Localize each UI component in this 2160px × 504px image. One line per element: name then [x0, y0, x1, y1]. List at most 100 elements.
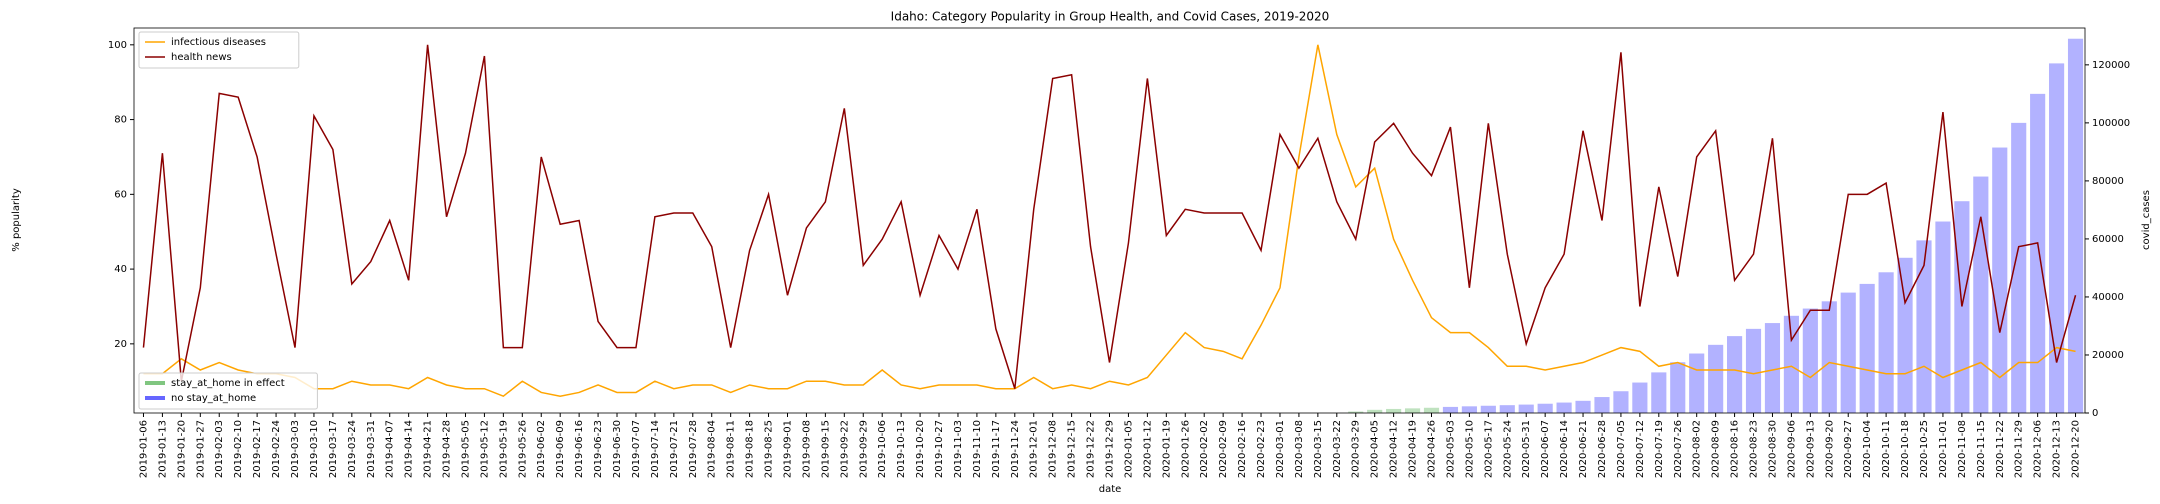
bar [1367, 409, 1383, 413]
x-tick-label: 2020-07-19 [1654, 420, 1665, 478]
y2-tick-label: 0 [2092, 408, 2098, 419]
bar [1783, 315, 1799, 413]
legend: infectious diseases health news [138, 31, 300, 69]
x-tick-label: 2020-11-22 [1995, 420, 2006, 478]
x-tick-label: 2019-04-21 [423, 420, 434, 478]
legend-box [138, 31, 300, 69]
x-tick-label: 2019-04-14 [404, 420, 415, 478]
x-tick-label: 2020-04-12 [1389, 420, 1400, 478]
y2-tick-label: 20000 [2092, 350, 2124, 361]
x-tick-label: 2020-10-04 [1862, 420, 1873, 478]
x-tick-label: 2020-05-24 [1502, 420, 1513, 478]
x-tick-label: 2019-02-17 [252, 420, 263, 478]
y-tick-label: 60 [114, 189, 127, 200]
x-tick-label: 2019-11-10 [972, 420, 983, 478]
x-tick-label: 2019-08-11 [726, 420, 737, 478]
bar [1480, 405, 1496, 413]
x-tick-label: 2019-07-14 [650, 420, 661, 478]
bar [1689, 353, 1705, 413]
x-axis-label: date [1099, 484, 1122, 495]
x-tick-label: 2019-09-15 [820, 420, 831, 478]
x-tick-label: 2020-12-20 [2071, 420, 2082, 478]
x-tick-label: 2019-01-20 [176, 420, 187, 478]
x-tick-label: 2020-08-30 [1767, 420, 1778, 478]
line [142, 44, 2077, 389]
x-tick-label: 2019-03-10 [309, 420, 320, 478]
y2-axis-label: covid_cases [2141, 190, 2152, 250]
x-tick-label: 2019-09-01 [782, 420, 793, 478]
x-tick-label: 2019-11-03 [953, 420, 964, 478]
bar [1632, 382, 1648, 413]
chart-title: Idaho: Category Popularity in Group Heal… [891, 10, 1330, 24]
x-tick-label: 2019-06-02 [536, 420, 547, 478]
x-tick-label: 2019-10-20 [915, 420, 926, 478]
x-tick-label: 2020-08-09 [1711, 420, 1722, 478]
bar [1423, 407, 1440, 413]
x-tick-label: 2019-09-22 [839, 420, 850, 478]
x-tick-label: 2019-01-06 [138, 420, 149, 478]
bar [1859, 283, 1875, 413]
x-tick-label: 2020-05-31 [1521, 420, 1532, 478]
x-tick-label: 2020-08-16 [1730, 420, 1741, 478]
bar [1992, 147, 2008, 413]
x-tick-label: 2020-06-14 [1559, 420, 1570, 478]
y2-tick-label: 120000 [2092, 60, 2130, 71]
bar [2049, 63, 2065, 413]
x-tick-label: 2020-12-13 [2052, 420, 2063, 478]
bar [2011, 122, 2027, 414]
x-tick-label: 2020-03-01 [1275, 420, 1286, 478]
x-tick-label: 2019-07-21 [669, 420, 680, 478]
x-tick-label: 2019-05-19 [498, 420, 509, 478]
bar [1708, 344, 1724, 413]
bar [1537, 403, 1553, 413]
x-tick-label: 2020-04-19 [1408, 420, 1419, 478]
legend-label: no stay_at_home [171, 393, 256, 404]
x-tick-label: 2019-03-24 [347, 420, 358, 478]
x-tick-label: 2019-09-08 [801, 420, 812, 478]
x-tick-label: 2020-01-26 [1180, 420, 1191, 478]
bar [1821, 301, 1837, 413]
x-tick-label: 2019-03-03 [290, 420, 301, 478]
x-tick-label: 2020-03-29 [1351, 420, 1362, 478]
x-tick-label: 2020-07-26 [1673, 420, 1684, 478]
bar [1348, 411, 1364, 413]
x-tick-label: 2019-02-03 [214, 420, 225, 478]
y-tick-label: 20 [114, 339, 127, 350]
x-tick-label: 2020-01-05 [1123, 420, 1134, 478]
bar [1878, 272, 1894, 413]
bar [1499, 405, 1515, 413]
x-tick-label: 2020-09-20 [1824, 420, 1835, 478]
x-tick-label: 2019-04-07 [385, 420, 396, 478]
x-tick-label: 2019-08-04 [707, 420, 718, 478]
x-tick-label: 2019-05-12 [479, 420, 490, 478]
y2-tick-label: 60000 [2092, 234, 2124, 245]
x-tick-label: 2020-01-19 [1161, 420, 1172, 478]
x-tick-label: 2019-06-23 [593, 420, 604, 478]
x-tick-label: 2020-03-15 [1313, 420, 1324, 478]
legend: stay_at_home in effect no stay_at_home [138, 372, 318, 410]
bar [1764, 323, 1781, 413]
bar [1518, 404, 1534, 413]
x-tick-label: 2020-08-23 [1749, 420, 1760, 478]
bar [1442, 406, 1459, 413]
bar [1594, 397, 1610, 413]
line [143, 44, 2076, 398]
bar [1916, 240, 1932, 413]
x-tick-label: 2019-12-22 [1086, 420, 1097, 478]
x-tick-label: 2020-02-16 [1237, 420, 1248, 478]
y-tick-label: 100 [108, 40, 127, 51]
x-tick-label: 2019-02-24 [271, 420, 282, 478]
bar [1897, 257, 1913, 413]
bar [1613, 391, 1629, 413]
x-tick-label: 2019-01-13 [157, 420, 168, 478]
x-tick-label: 2019-10-13 [896, 420, 907, 478]
x-tick-label: 2020-04-26 [1427, 420, 1438, 478]
bar [1404, 408, 1421, 413]
x-tick-label: 2020-02-09 [1218, 420, 1229, 478]
x-tick-label: 2020-07-12 [1635, 420, 1646, 478]
bar [1461, 406, 1477, 413]
legend-label: infectious diseases [171, 37, 266, 48]
x-tick-label: 2020-03-08 [1294, 420, 1305, 478]
x-tick-label: 2020-11-01 [1938, 420, 1949, 478]
x-tick-label: 2019-12-01 [1029, 420, 1040, 478]
